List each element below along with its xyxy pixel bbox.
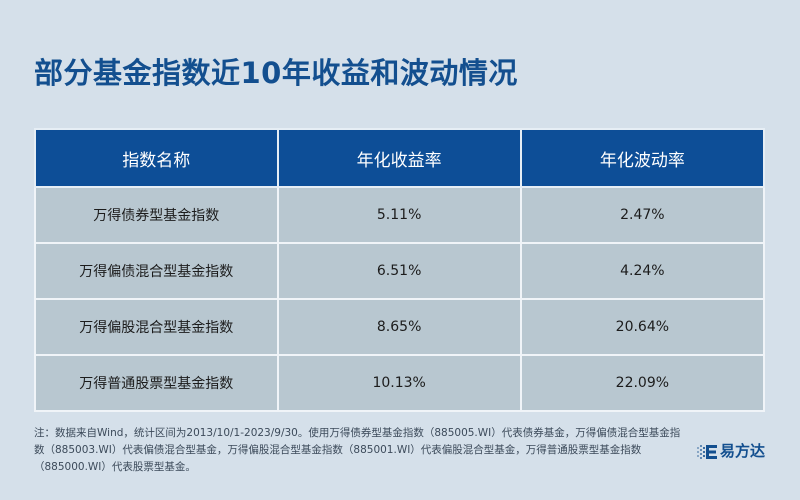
efunds-logo-icon	[697, 444, 717, 459]
cell-annual-volatility: 20.64%	[519, 298, 766, 356]
header-annual-return: 年化收益率	[276, 128, 522, 188]
cell-annual-volatility: 22.09%	[519, 354, 766, 412]
table-header-row: 指数名称 年化收益率 年化波动率	[34, 128, 766, 188]
cell-annual-return: 8.65%	[276, 298, 522, 356]
page-title: 部分基金指数近10年收益和波动情况	[34, 56, 518, 90]
brand-logo: 易方达	[697, 440, 765, 461]
brand-name: 易方达	[720, 442, 766, 460]
cell-index-name: 万得债券型基金指数	[34, 186, 279, 244]
cell-annual-volatility: 4.24%	[519, 242, 766, 300]
cell-annual-return: 5.11%	[276, 186, 522, 244]
cell-index-name: 万得偏债混合型基金指数	[34, 242, 279, 300]
cell-index-name: 万得普通股票型基金指数	[34, 354, 279, 412]
cell-annual-return: 10.13%	[276, 354, 522, 412]
cell-index-name: 万得偏股混合型基金指数	[34, 298, 279, 356]
table-row: 万得普通股票型基金指数 10.13% 22.09%	[34, 354, 766, 412]
fund-index-table: 指数名称 年化收益率 年化波动率 万得债券型基金指数 5.11% 2.47% 万…	[34, 128, 766, 412]
table-row: 万得债券型基金指数 5.11% 2.47%	[34, 186, 766, 244]
table-row: 万得偏债混合型基金指数 6.51% 4.24%	[34, 242, 766, 300]
header-index-name: 指数名称	[34, 128, 279, 188]
cell-annual-volatility: 2.47%	[519, 186, 766, 244]
cell-annual-return: 6.51%	[276, 242, 522, 300]
header-annual-volatility: 年化波动率	[519, 128, 766, 188]
footnote: 注：数据来自Wind，统计区间为2013/10/1-2023/9/30。使用万得…	[34, 427, 681, 473]
table-row: 万得偏股混合型基金指数 8.65% 20.64%	[34, 298, 766, 356]
